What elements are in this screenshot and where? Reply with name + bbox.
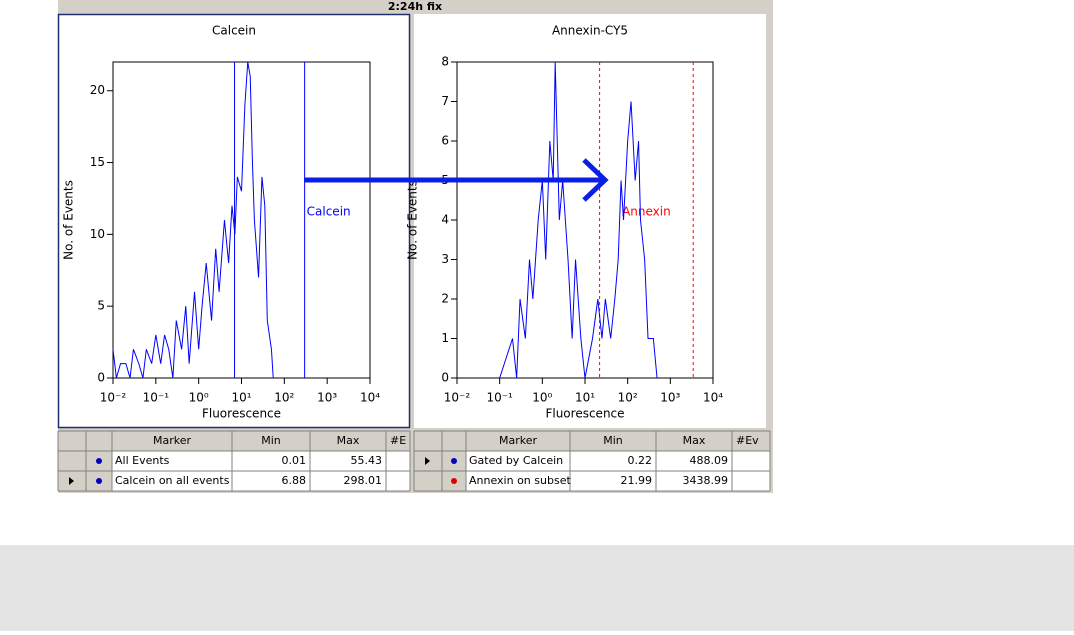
arrow <box>304 158 609 202</box>
table-cell: Annexin on subset <box>469 474 571 487</box>
chart-title: Annexin-CY5 <box>552 24 628 38</box>
y-tick-label: 20 <box>90 83 105 97</box>
gate-label: Annexin <box>622 205 671 219</box>
y-tick-label: 7 <box>441 94 449 108</box>
y-axis-label: No. of Events <box>62 180 76 260</box>
row-pointer <box>425 457 430 465</box>
table-cell: All Events <box>115 454 170 467</box>
arrow-head <box>582 158 609 202</box>
y-tick-label: 5 <box>97 299 105 313</box>
table-cell: 0.01 <box>282 454 307 467</box>
window-title: 2:24h fix <box>388 0 442 13</box>
histogram-line <box>112 61 274 379</box>
column-header: #E <box>390 434 406 447</box>
column-header: Max <box>683 434 706 447</box>
table-cell: 6.88 <box>282 474 307 487</box>
x-tick-label: 10² <box>618 391 638 405</box>
column-header: Max <box>337 434 360 447</box>
table-cell: 55.43 <box>351 454 383 467</box>
table-cell: Gated by Calcein <box>469 454 563 467</box>
table-cell: 21.99 <box>621 474 653 487</box>
x-tick-label: 10⁻¹ <box>143 391 170 405</box>
y-tick-label: 3 <box>441 252 449 266</box>
histogram-line <box>499 61 658 379</box>
gate-label: Calcein <box>307 205 351 219</box>
y-tick-label: 0 <box>441 371 449 385</box>
table-cell: 488.09 <box>690 454 729 467</box>
y-tick-label: 2 <box>441 292 449 306</box>
marker-dot <box>451 458 457 464</box>
column-header: Marker <box>153 434 191 447</box>
column-header: Min <box>603 434 623 447</box>
marker-dot <box>451 478 457 484</box>
y-tick-label: 15 <box>90 155 105 169</box>
x-tick-label: 10⁻² <box>100 391 127 405</box>
y-axis-label: No. of Events <box>406 180 420 260</box>
column-header: #Ev <box>736 434 759 447</box>
x-tick-label: 10⁰ <box>532 391 552 405</box>
y-tick-label: 6 <box>441 134 449 148</box>
table-cell: Calcein on all events <box>115 474 230 487</box>
y-tick-label: 10 <box>90 227 105 241</box>
row-pointer <box>69 477 74 485</box>
table-cell: 0.22 <box>628 454 653 467</box>
x-tick-label: 10⁰ <box>189 391 209 405</box>
panel <box>414 14 766 428</box>
y-tick-label: 0 <box>97 371 105 385</box>
table-cell: 298.01 <box>344 474 383 487</box>
column-header: Marker <box>499 434 537 447</box>
chart-title: Calcein <box>212 24 256 38</box>
x-tick-label: 10⁻¹ <box>486 391 513 405</box>
x-tick-label: 10³ <box>317 391 337 405</box>
x-tick-label: 10⁻² <box>444 391 471 405</box>
x-tick-label: 10¹ <box>575 391 595 405</box>
y-tick-label: 1 <box>441 331 449 345</box>
x-tick-label: 10⁴ <box>703 391 723 405</box>
x-tick-label: 10¹ <box>231 391 251 405</box>
footer-band <box>0 545 1074 631</box>
y-tick-label: 4 <box>441 213 449 227</box>
y-tick-label: 8 <box>441 55 449 69</box>
table-cell: 3438.99 <box>683 474 729 487</box>
marker-dot <box>96 478 102 484</box>
marker-dot <box>96 458 102 464</box>
table-header-bg <box>58 431 410 451</box>
x-tick-label: 10³ <box>660 391 680 405</box>
table-header-bg <box>414 431 770 451</box>
x-axis-label: Fluorescence <box>202 407 281 421</box>
x-axis-label: Fluorescence <box>545 407 624 421</box>
column-header: Min <box>261 434 281 447</box>
x-tick-label: 10² <box>274 391 294 405</box>
x-tick-label: 10⁴ <box>360 391 380 405</box>
